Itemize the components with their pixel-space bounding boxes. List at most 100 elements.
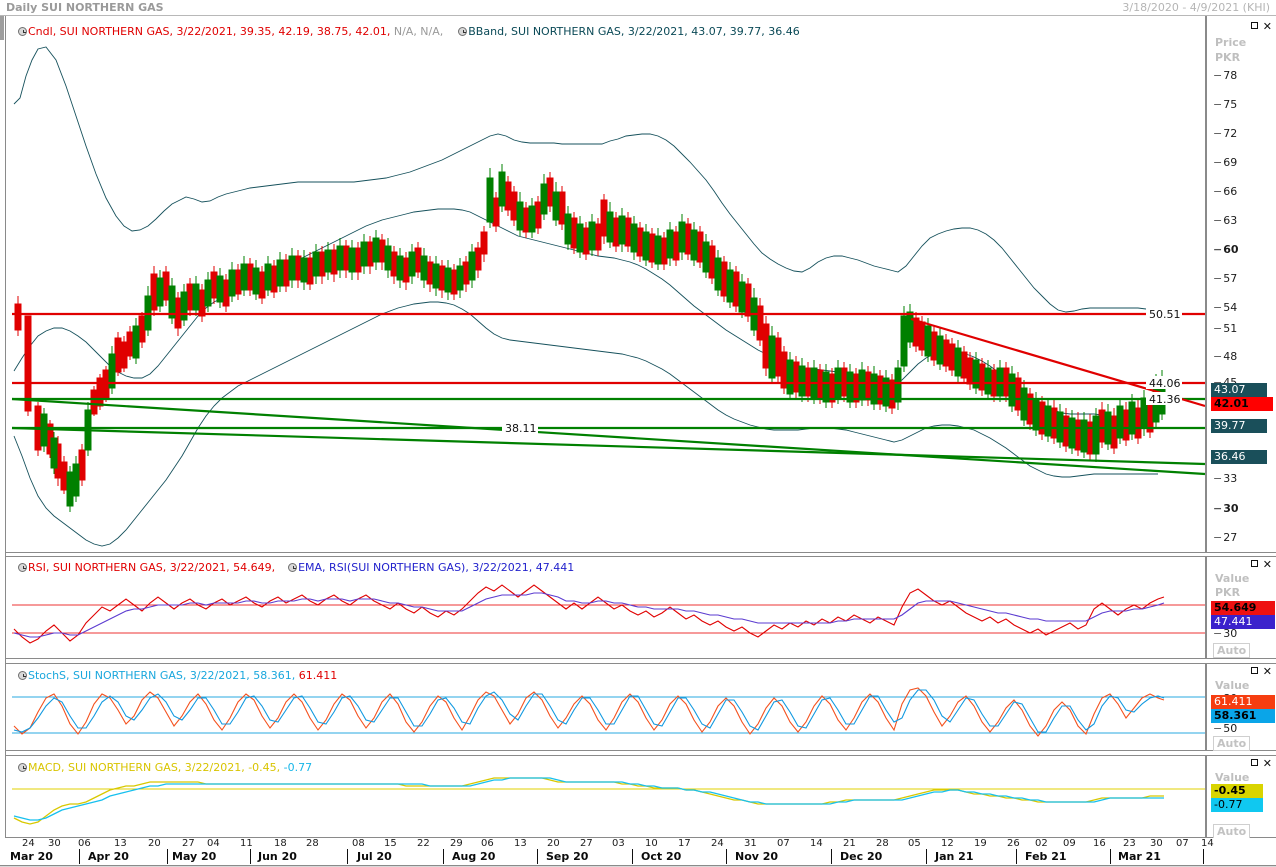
- price-tick-30: −30: [1213, 502, 1239, 515]
- badge-last-close: 42.01: [1211, 397, 1273, 411]
- descending-resistance-trendline: [910, 317, 1205, 408]
- x-axis-day: 04: [207, 838, 220, 849]
- price-tick-33: −33: [1213, 472, 1238, 485]
- rsi-plot-area[interactable]: [6, 557, 1205, 659]
- price-scale-head-1: Price: [1215, 36, 1247, 49]
- price-tick-72: −72: [1213, 127, 1238, 140]
- x-axis-separator: [1203, 849, 1204, 864]
- descending-support-trendline-lower: [11, 426, 1205, 466]
- candlestick-series: [14, 164, 1166, 512]
- close-icon-stoch[interactable]: ✕: [1262, 665, 1272, 678]
- close-icon[interactable]: ✕: [1262, 20, 1272, 33]
- x-axis-separator: [167, 849, 168, 864]
- rsi-scale-head-1: Value: [1215, 572, 1250, 585]
- x-axis-month: Feb 21: [1025, 850, 1067, 863]
- price-tick-69: −69: [1213, 156, 1238, 169]
- rsi-scale[interactable]: ✕ Value PKR −70 −30 54.649 47.441 Auto: [1206, 556, 1276, 659]
- stoch-plot-area[interactable]: [6, 664, 1205, 751]
- price-pane-window-controls[interactable]: ✕: [1250, 20, 1272, 33]
- stoch-auto-button[interactable]: Auto: [1213, 736, 1251, 751]
- maximize-icon-stoch[interactable]: [1250, 667, 1258, 674]
- rsi-scale-head-2: PKR: [1215, 586, 1241, 599]
- close-icon-rsi[interactable]: ✕: [1262, 558, 1272, 571]
- x-axis-day: 06: [481, 838, 494, 849]
- stoch-tick-50: −50: [1213, 722, 1238, 735]
- x-axis-month: May 20: [172, 850, 217, 863]
- clock-icon-2: [458, 27, 468, 36]
- maximize-icon[interactable]: [1250, 22, 1258, 29]
- x-axis-day: 24: [711, 838, 724, 849]
- badge-bband-middle: 39.77: [1211, 419, 1267, 433]
- ema-legend-text: EMA, RSI(SUI NORTHERN GAS), 3/22/2021, 4…: [298, 561, 575, 574]
- x-axis-separator: [443, 849, 444, 864]
- badge-bband-lower: 36.46: [1211, 450, 1267, 464]
- x-axis[interactable]: 24 30 06 13 20 27 04 11 18 28 08 15 22 29 06 13 20 27 03 10…: [0, 838, 1276, 867]
- price-plot-area[interactable]: 50.51 44.06 41.36 38.11: [6, 16, 1205, 552]
- x-axis-day: 07: [1176, 838, 1189, 849]
- macd-plot-area[interactable]: [6, 756, 1205, 838]
- x-axis-separator: [831, 849, 832, 864]
- maximize-icon-macd[interactable]: [1250, 759, 1258, 766]
- x-axis-month: Mar 21: [1118, 850, 1161, 863]
- macd-legend-signal: -0.77: [280, 761, 313, 774]
- badge-macd-value: -0.45: [1211, 784, 1263, 798]
- price-scale[interactable]: ✕ Price PKR −78 −75 −72 −69 −66 −63 −60 …: [1206, 16, 1276, 572]
- x-axis-day: 08: [352, 838, 365, 849]
- stoch-scale[interactable]: ✕ Value −80 −50 61.411 58.361 Auto: [1206, 663, 1276, 751]
- rsi-chart-pane[interactable]: RSI, SUI NORTHERN GAS, 3/22/2021, 54.649…: [6, 556, 1206, 659]
- price-chart-pane[interactable]: Cndl, SUI NORTHERN GAS, 3/22/2021, 39.35…: [6, 16, 1206, 553]
- clock-icon-stoch: [18, 671, 27, 680]
- macd-chart-pane[interactable]: MACD, SUI NORTHERN GAS, 3/22/2021, -0.45…: [6, 755, 1206, 838]
- x-axis-day: 13: [514, 838, 527, 849]
- label-4406: 44.06: [1149, 377, 1181, 390]
- rsi-legend-text: RSI, SUI NORTHERN GAS, 3/22/2021, 54.649…: [28, 561, 276, 574]
- price-tick-27: −27: [1213, 531, 1238, 544]
- macd-window-controls[interactable]: ✕: [1250, 757, 1272, 770]
- macd-scale[interactable]: ✕ Value −0 -0.45 -0.77 Auto: [1206, 755, 1276, 839]
- x-axis-day: 14: [1201, 838, 1214, 849]
- stoch-window-controls[interactable]: ✕: [1250, 665, 1272, 678]
- label-5051: 50.51: [1149, 308, 1181, 321]
- price-legend: Cndl, SUI NORTHERN GAS, 3/22/2021, 39.35…: [18, 25, 800, 38]
- x-axis-day: 27: [580, 838, 593, 849]
- rsi-window-controls[interactable]: ✕: [1250, 558, 1272, 571]
- stoch-legend-text: StochS, SUI NORTHERN GAS, 3/22/2021, 58.…: [28, 669, 296, 682]
- x-axis-day: 15: [384, 838, 397, 849]
- stoch-legend-text-red: 61.411: [295, 669, 338, 682]
- label-3811: 38.11: [505, 422, 537, 435]
- x-axis-rule: [0, 865, 1276, 866]
- x-axis-day: 14: [810, 838, 823, 849]
- badge-stoch-d: 61.411: [1211, 695, 1275, 709]
- stochastic-chart-pane[interactable]: StochS, SUI NORTHERN GAS, 3/22/2021, 58.…: [6, 663, 1206, 751]
- price-scale-head-2: PKR: [1215, 51, 1241, 64]
- x-axis-day: 31: [744, 838, 757, 849]
- x-axis-separator: [632, 849, 633, 864]
- x-axis-day: 09: [1063, 838, 1076, 849]
- clock-icon-rsi: [18, 563, 27, 572]
- x-axis-day: 10: [645, 838, 658, 849]
- x-axis-day: 12: [941, 838, 954, 849]
- x-axis-month: Apr 20: [88, 850, 129, 863]
- macd-legend-text: MACD, SUI NORTHERN GAS, 3/22/2021, -0.45…: [28, 761, 281, 774]
- x-axis-day: 20: [547, 838, 560, 849]
- x-axis-day: 11: [240, 838, 253, 849]
- macd-auto-button[interactable]: Auto: [1213, 824, 1251, 839]
- close-icon-macd[interactable]: ✕: [1262, 757, 1272, 770]
- stoch-legend: StochS, SUI NORTHERN GAS, 3/22/2021, 58.…: [18, 669, 337, 682]
- clock-icon-ema: [288, 563, 298, 572]
- x-axis-day: 20: [148, 838, 161, 849]
- x-axis-day: 21: [843, 838, 856, 849]
- rsi-legend: RSI, SUI NORTHERN GAS, 3/22/2021, 54.649…: [18, 561, 574, 574]
- x-axis-month: Dec 20: [840, 850, 883, 863]
- x-axis-day: 30: [1150, 838, 1163, 849]
- price-tick-54: −54: [1213, 301, 1238, 314]
- price-tick-51: −51: [1213, 322, 1238, 335]
- x-axis-separator: [1016, 849, 1017, 864]
- maximize-icon-rsi[interactable]: [1250, 560, 1258, 567]
- x-axis-month: Aug 20: [452, 850, 496, 863]
- badge-bband-upper: 43.07: [1211, 383, 1267, 397]
- left-accent-bar: [0, 16, 4, 40]
- price-tick-63: −63: [1213, 214, 1238, 227]
- left-edge-strip: [0, 16, 6, 838]
- rsi-auto-button[interactable]: Auto: [1213, 643, 1251, 658]
